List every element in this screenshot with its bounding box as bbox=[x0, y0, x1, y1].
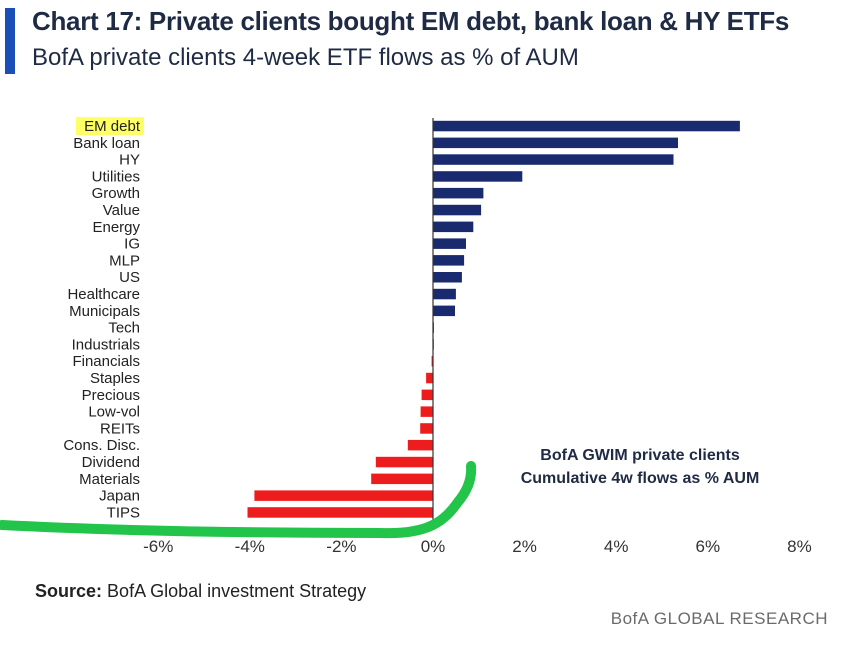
bar bbox=[407, 439, 433, 451]
chart-subtitle: BofA private clients 4-week ETF flows as… bbox=[32, 44, 579, 71]
category-label: Dividend bbox=[82, 454, 140, 471]
category-label: MLP bbox=[109, 252, 140, 269]
label-highlight bbox=[76, 117, 144, 135]
bar bbox=[420, 406, 433, 417]
green-markup-stroke bbox=[0, 461, 477, 539]
bar bbox=[375, 456, 434, 468]
category-label: Materials bbox=[79, 471, 140, 488]
source-text: BofA Global investment Strategy bbox=[107, 581, 367, 601]
bar bbox=[371, 473, 433, 485]
x-tick-label: -6% bbox=[143, 537, 173, 556]
x-tick-label: 8% bbox=[787, 537, 812, 556]
brand-footer: BofA GLOBAL RESEARCH bbox=[610, 609, 828, 628]
category-label: Energy bbox=[92, 219, 140, 236]
source-line: Source: BofA Global investment Strategy bbox=[35, 581, 366, 602]
chart-title: Chart 17: Private clients bought EM debt… bbox=[32, 6, 790, 36]
bar bbox=[421, 389, 433, 401]
source-label: Source: bbox=[35, 581, 103, 601]
category-label: US bbox=[119, 269, 140, 286]
bar bbox=[247, 507, 433, 518]
bar bbox=[433, 187, 484, 199]
x-tick-label: 2% bbox=[512, 537, 537, 556]
bar bbox=[431, 356, 433, 367]
annotation-line-1: BofA GWIM private clients bbox=[540, 447, 740, 464]
bar bbox=[433, 204, 482, 216]
bar bbox=[433, 255, 465, 266]
bar bbox=[433, 272, 462, 283]
category-label: Municipals bbox=[69, 303, 140, 320]
title-accent-bar bbox=[5, 8, 15, 74]
category-label: REITs bbox=[100, 420, 140, 437]
bar bbox=[433, 120, 740, 132]
category-label: Low-vol bbox=[88, 404, 140, 421]
bar bbox=[433, 221, 474, 233]
x-tick-label: -4% bbox=[235, 537, 265, 556]
category-label: Bank loan bbox=[73, 135, 140, 152]
category-label: Cons. Disc. bbox=[63, 437, 140, 454]
category-label: Japan bbox=[99, 488, 140, 505]
category-label: Value bbox=[103, 202, 140, 219]
category-label: Industrials bbox=[72, 336, 140, 353]
bar bbox=[254, 490, 433, 501]
bar bbox=[433, 238, 466, 249]
bar bbox=[433, 171, 523, 182]
bar bbox=[420, 423, 433, 434]
bar bbox=[433, 305, 455, 317]
category-label: Financials bbox=[72, 353, 140, 370]
category-label: IG bbox=[124, 236, 140, 253]
bar bbox=[433, 137, 678, 149]
category-label: Utilities bbox=[92, 168, 140, 185]
x-tick-label: -2% bbox=[326, 537, 356, 556]
category-label: Growth bbox=[92, 185, 140, 202]
annotation-line-2: Cumulative 4w flows as % AUM bbox=[521, 470, 760, 487]
x-tick-label: 6% bbox=[696, 537, 721, 556]
category-label: TIPS bbox=[107, 504, 140, 521]
category-label: HY bbox=[119, 152, 140, 169]
bar bbox=[426, 372, 433, 384]
bar bbox=[433, 154, 674, 165]
category-label: EM debt bbox=[84, 118, 141, 135]
category-label: Precious bbox=[82, 387, 140, 404]
category-label: Tech bbox=[108, 320, 140, 337]
x-tick-label: 4% bbox=[604, 537, 629, 556]
x-tick-label: 0% bbox=[421, 537, 446, 556]
category-label: Healthcare bbox=[67, 286, 140, 303]
bar bbox=[433, 288, 456, 300]
category-label: Staples bbox=[90, 370, 140, 387]
